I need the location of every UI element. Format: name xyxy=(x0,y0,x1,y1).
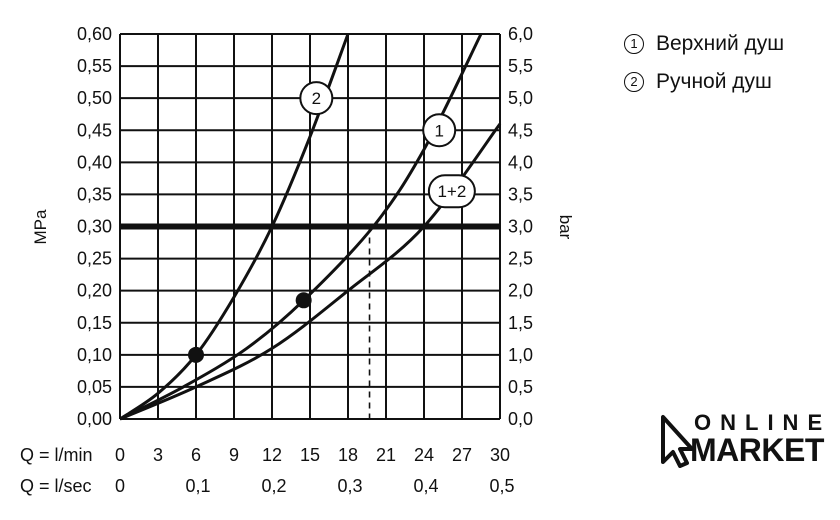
series-label-bubble xyxy=(427,174,476,209)
y-right-tick-label: 5,5 xyxy=(508,56,533,76)
x-tick-label-lmin: 12 xyxy=(262,445,282,465)
x-tick-label-lmin: 0 xyxy=(115,445,125,465)
legend-number-1: 1 xyxy=(624,34,644,54)
y-left-tick-label: 0,50 xyxy=(77,88,112,108)
series-label-bubble xyxy=(422,113,457,148)
y-left-tick-label: 0,60 xyxy=(77,24,112,44)
y-right-tick-label: 5,0 xyxy=(508,88,533,108)
legend-item-hand-shower: 2 Ручной душ xyxy=(624,70,772,94)
logo-line-online: ONLINE xyxy=(694,410,832,435)
y-left-tick-label: 0,30 xyxy=(77,217,112,237)
x-tick-label-lsec: 0,3 xyxy=(337,476,362,496)
y-left-tick-label: 0,45 xyxy=(77,120,112,140)
legend-label-1: Верхний душ xyxy=(656,32,785,55)
x-tick-label-lsec: 0,2 xyxy=(261,476,286,496)
series-label-text: 1+2 xyxy=(437,182,466,201)
y-right-tick-label: 0,0 xyxy=(508,409,533,429)
x-axis-label-lmin: Q = l/min xyxy=(20,445,93,465)
x-tick-label-lmin: 3 xyxy=(153,445,163,465)
online-market-logo: ONLINE MARKET xyxy=(660,410,832,470)
y-left-tick-label: 0,20 xyxy=(77,281,112,301)
x-tick-label-lmin: 21 xyxy=(376,445,396,465)
y-left-axis-label: MPa xyxy=(31,209,50,245)
x-tick-label-lmin: 9 xyxy=(229,445,239,465)
series-label-text: 2 xyxy=(312,89,321,108)
x-tick-label-lmin: 6 xyxy=(191,445,201,465)
y-right-tick-label: 1,5 xyxy=(508,313,533,333)
y-right-tick-label: 2,0 xyxy=(508,281,533,301)
curve-marker-dot xyxy=(188,346,204,363)
flow-pressure-chart: 211+20,000,050,100,150,200,250,300,350,4… xyxy=(20,24,575,496)
x-tick-label-lmin: 15 xyxy=(300,445,320,465)
y-right-tick-label: 1,0 xyxy=(508,345,533,365)
x-tick-label-lmin: 24 xyxy=(414,445,434,465)
y-left-tick-label: 0,05 xyxy=(77,377,112,397)
y-right-tick-label: 4,5 xyxy=(508,120,533,140)
y-left-tick-label: 0,15 xyxy=(77,313,112,333)
y-left-tick-label: 0,40 xyxy=(77,152,112,172)
x-tick-label-lmin: 27 xyxy=(452,445,472,465)
cursor-arrow-icon xyxy=(661,415,694,468)
series-label-text: 1 xyxy=(434,121,443,140)
y-left-tick-label: 0,25 xyxy=(77,249,112,269)
x-tick-label-lsec: 0,1 xyxy=(185,476,210,496)
y-right-tick-label: 2,5 xyxy=(508,249,533,269)
y-left-tick-label: 0,00 xyxy=(77,409,112,429)
x-tick-label-lmin: 18 xyxy=(338,445,358,465)
legend-number-2: 2 xyxy=(624,72,644,92)
series-curve-0 xyxy=(119,33,350,421)
series-label-bubble xyxy=(299,81,334,116)
logo-line-market: MARKET xyxy=(690,432,824,468)
x-tick-label-lsec: 0 xyxy=(115,476,125,496)
y-left-tick-label: 0,10 xyxy=(77,345,112,365)
legend-label-2: Ручной душ xyxy=(656,70,772,93)
curve-marker-dot xyxy=(295,292,312,309)
y-right-tick-label: 3,5 xyxy=(508,184,533,204)
y-right-tick-label: 4,0 xyxy=(508,152,533,172)
legend-item-top-shower: 1 Верхний душ xyxy=(624,32,784,56)
y-right-tick-label: 0,5 xyxy=(508,377,533,397)
x-axis-label-lsec: Q = l/sec xyxy=(20,476,92,496)
x-tick-label-lsec: 0,4 xyxy=(413,476,438,496)
y-right-tick-label: 3,0 xyxy=(508,217,533,237)
x-tick-label-lmin: 30 xyxy=(490,445,510,465)
y-right-tick-label: 6,0 xyxy=(508,24,533,44)
y-left-tick-label: 0,35 xyxy=(77,184,112,204)
x-tick-label-lsec: 0,5 xyxy=(489,476,514,496)
y-right-axis-label: bar xyxy=(556,215,575,240)
y-left-tick-label: 0,55 xyxy=(77,56,112,76)
